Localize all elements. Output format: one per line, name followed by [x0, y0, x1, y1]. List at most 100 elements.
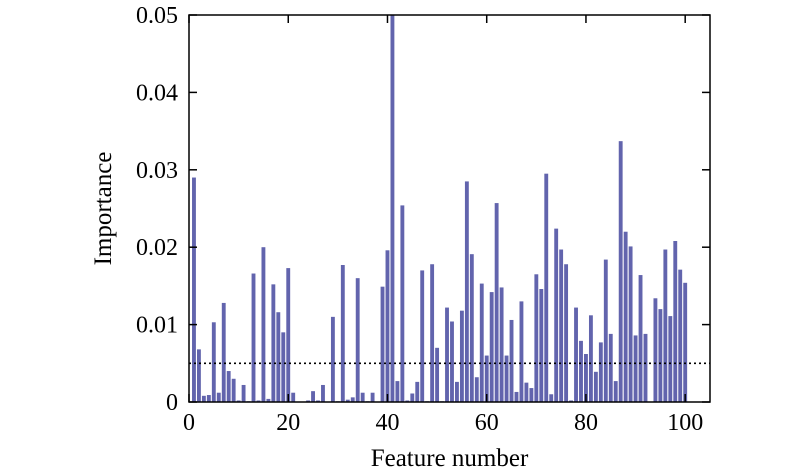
- bar-feature-84: [603, 259, 608, 402]
- bar-feature-86: [613, 381, 618, 402]
- bar-feature-57: [469, 254, 474, 402]
- bar-feature-6: [216, 392, 221, 402]
- bar-feature-73: [549, 394, 554, 402]
- bar-feature-64: [504, 355, 509, 402]
- bar-feature-77: [569, 400, 573, 402]
- bar-feature-2: [196, 349, 201, 402]
- bar-feature-98: [673, 241, 678, 402]
- bar-feature-69: [529, 388, 534, 402]
- bar-feature-99: [678, 269, 683, 402]
- bar-feature-72: [544, 173, 549, 402]
- bar-feature-75: [559, 249, 564, 402]
- bar-feature-44: [405, 400, 410, 402]
- bar-feature-20: [286, 268, 291, 402]
- bar-feature-11: [241, 384, 246, 402]
- bar-feature-39: [380, 286, 385, 402]
- bar-feature-90: [633, 335, 638, 402]
- bar-feature-63: [499, 287, 504, 402]
- bar-feature-54: [455, 381, 459, 402]
- bar-feature-40: [385, 250, 390, 402]
- bars: [192, 15, 688, 402]
- bar-feature-79: [579, 340, 583, 402]
- bar-feature-71: [539, 289, 544, 402]
- bar-feature-89: [628, 246, 633, 402]
- bar-feature-16: [266, 398, 271, 402]
- bar-feature-58: [474, 377, 479, 402]
- bar-feature-65: [509, 319, 514, 402]
- bar-feature-19: [281, 332, 286, 402]
- bar-feature-95: [658, 309, 663, 402]
- bar-feature-92: [643, 333, 648, 402]
- x-axis-ticks: 0 20 40 60 80 100: [183, 15, 703, 436]
- bar-feature-49: [430, 264, 435, 402]
- x-axis-label: Feature number: [371, 445, 529, 472]
- y-tick-label: 0.05: [136, 3, 178, 29]
- bar-feature-8: [226, 371, 231, 402]
- bar-feature-76: [564, 264, 569, 402]
- bar-feature-1: [192, 177, 196, 402]
- x-tick-label: 100: [667, 410, 703, 436]
- bar-feature-13: [251, 273, 256, 402]
- y-tick-label: 0: [166, 390, 178, 416]
- bar-feature-83: [598, 342, 603, 402]
- y-tick-label: 0.03: [136, 158, 178, 184]
- bar-feature-4: [206, 395, 211, 402]
- bar-feature-88: [623, 231, 628, 402]
- bar-feature-17: [271, 284, 276, 402]
- bar-feature-53: [450, 321, 454, 402]
- bar-feature-24: [306, 400, 311, 402]
- bar-feature-3: [201, 395, 206, 402]
- bar-feature-78: [574, 307, 578, 402]
- bar-feature-100: [683, 282, 688, 402]
- bar-feature-46: [415, 381, 420, 402]
- bar-feature-45: [410, 393, 415, 402]
- bar-feature-87: [618, 141, 623, 402]
- bar-feature-80: [584, 354, 588, 402]
- bar-feature-18: [276, 312, 281, 402]
- y-tick-label: 0.04: [136, 80, 178, 106]
- bar-feature-47: [420, 270, 425, 402]
- bar-feature-32: [345, 399, 350, 402]
- bar-feature-29: [330, 316, 335, 402]
- bar-feature-52: [445, 307, 449, 402]
- x-tick-label: 0: [183, 410, 195, 436]
- bar-feature-97: [668, 316, 673, 402]
- bar-feature-14: [256, 400, 261, 402]
- bar-feature-67: [519, 301, 524, 402]
- bar-feature-5: [211, 322, 216, 402]
- bar-feature-10: [236, 400, 241, 402]
- bar-feature-91: [638, 275, 643, 402]
- bar-feature-41: [390, 15, 395, 402]
- bar-feature-9: [231, 378, 236, 402]
- bar-feature-70: [534, 274, 539, 402]
- bar-feature-81: [588, 315, 593, 402]
- bar-feature-59: [479, 283, 484, 402]
- x-tick-label: 40: [375, 410, 399, 436]
- bar-feature-60: [484, 355, 489, 402]
- bar-feature-33: [350, 397, 355, 402]
- bar-feature-21: [291, 392, 296, 402]
- x-tick-label: 80: [574, 410, 598, 436]
- plot-frame: [188, 14, 711, 403]
- bar-feature-25: [311, 391, 315, 402]
- bar-feature-35: [360, 392, 365, 402]
- x-tick-label: 60: [475, 410, 499, 436]
- y-tick-label: 0.01: [136, 313, 178, 339]
- bar-feature-31: [340, 265, 345, 402]
- bar-feature-62: [494, 203, 499, 402]
- bar-feature-34: [355, 278, 360, 402]
- bar-feature-7: [221, 302, 226, 402]
- bar-feature-94: [653, 298, 658, 402]
- y-tick-label: 0.02: [136, 235, 178, 261]
- y-axis-label: Importance: [90, 152, 117, 266]
- bar-feature-82: [593, 371, 598, 402]
- bar-feature-85: [608, 333, 613, 402]
- x-tick-label: 20: [276, 410, 300, 436]
- bar-feature-26: [316, 400, 320, 402]
- bar-feature-56: [464, 181, 469, 402]
- bar-feature-96: [663, 249, 668, 402]
- bar-feature-68: [524, 382, 529, 402]
- bar-feature-43: [400, 205, 405, 402]
- bar-feature-15: [261, 247, 266, 402]
